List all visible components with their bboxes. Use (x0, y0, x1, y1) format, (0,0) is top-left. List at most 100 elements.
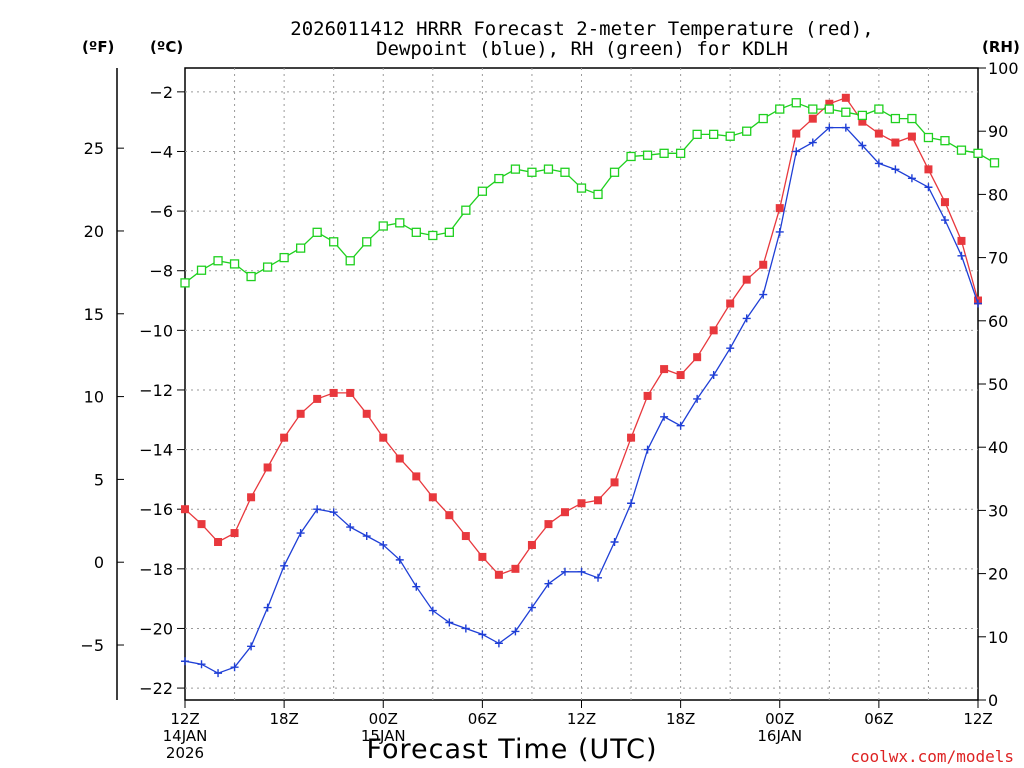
rh-point-10 (345, 256, 355, 266)
temperature-point-9 (329, 388, 338, 397)
rh-tick-label-0: 100 (988, 59, 1019, 78)
dewpoint-point-16 (445, 618, 454, 627)
temperature-point-40 (841, 93, 850, 102)
temperature-point-31 (693, 353, 702, 362)
rh-point-26 (609, 167, 620, 177)
dewpoint-point-10 (346, 523, 355, 532)
dewpoint-point-12 (379, 540, 388, 549)
axis-ticks: −2−4−6−8−10−12−14−16−18−20−222520151050−… (80, 59, 1018, 762)
temperature-point-39 (825, 99, 834, 108)
rh-point-3 (229, 259, 240, 269)
rh-point-9 (329, 237, 339, 247)
rh-tick-label-3: 70 (988, 249, 1008, 268)
temperature-point-42 (874, 129, 883, 138)
dewpoint-point-9 (329, 508, 338, 517)
dewpoint-point-32 (709, 371, 718, 380)
rh-point-25 (593, 189, 603, 200)
dewpoint-point-1 (197, 660, 206, 669)
rh-point-24 (576, 183, 587, 193)
dewpoint-point-41 (858, 141, 867, 150)
rh-point-47 (956, 145, 967, 155)
dewpoint-point-47 (957, 251, 966, 260)
celsius-tick-label-7: −16 (139, 500, 173, 519)
rh-point-22 (543, 164, 554, 174)
temperature-point-33 (726, 299, 735, 308)
temperature-point-47 (957, 236, 966, 245)
x-tick-label-2-1: 15JAN (361, 727, 406, 745)
dewpoint-point-43 (891, 165, 900, 174)
rh-point-5 (262, 262, 273, 272)
temperature-point-15 (428, 493, 437, 502)
rh-point-44 (907, 113, 917, 124)
series-layer (180, 93, 1000, 678)
x-tick-label-6-0: 00Z (765, 710, 794, 728)
rh-tick-label-4: 60 (988, 312, 1008, 331)
dewpoint-point-15 (428, 606, 437, 615)
x-tick-label-0-2: 2026 (166, 744, 204, 762)
source-credit[interactable]: coolwx.com/models (850, 747, 1014, 766)
temperature-point-4 (247, 493, 256, 502)
temperature-point-28 (643, 391, 652, 400)
x-axis-title: Forecast Time (UTC) (366, 734, 657, 765)
temperature-point-22 (544, 520, 553, 529)
temperature-point-38 (808, 114, 817, 123)
temperature-point-12 (379, 433, 388, 442)
x-tick-label-3-0: 06Z (468, 710, 497, 728)
temperature-point-17 (461, 532, 470, 541)
x-tick-label-0-1: 14JAN (163, 727, 208, 745)
dewpoint-point-29 (660, 412, 669, 421)
fahrenheit-tick-label-5: 0 (94, 553, 104, 572)
rh-point-21 (527, 167, 537, 177)
dewpoint-point-39 (825, 123, 834, 132)
dewpoint-point-25 (594, 573, 603, 582)
celsius-tick-label-5: −12 (139, 381, 173, 400)
temperature-point-24 (577, 499, 586, 508)
dewpoint-point-42 (874, 159, 883, 168)
celsius-tick-label-8: −18 (139, 560, 173, 579)
temperature-point-19 (494, 570, 503, 579)
temperature-point-1 (197, 520, 206, 529)
temperature-point-29 (660, 365, 669, 374)
rh-tick-label-1: 90 (988, 122, 1008, 141)
temperature-point-36 (775, 204, 784, 213)
dewpoint-point-22 (544, 579, 553, 588)
dewpoint-point-38 (808, 138, 817, 147)
celsius-tick-label-3: −8 (149, 262, 173, 281)
dewpoint-point-40 (841, 123, 850, 132)
dewpoint-point-6 (280, 561, 289, 570)
celsius-tick-label-2: −6 (149, 202, 173, 221)
rh-point-4 (246, 271, 256, 282)
rh-tick-label-6: 40 (988, 438, 1008, 457)
temperature-point-30 (676, 371, 685, 380)
temperature-point-21 (527, 540, 536, 549)
temperature-point-46 (940, 198, 949, 207)
series-rh (180, 98, 1000, 288)
temperature-point-26 (610, 478, 619, 487)
rh-point-12 (378, 221, 388, 231)
dewpoint-point-27 (627, 499, 636, 508)
rh-point-42 (874, 104, 884, 114)
rh-tick-label-7: 30 (988, 501, 1008, 520)
rh-point-8 (312, 227, 322, 237)
temperature-point-20 (511, 564, 520, 573)
celsius-tick-label-10: −22 (139, 679, 173, 698)
rh-point-29 (659, 148, 669, 158)
temperature-point-41 (858, 117, 867, 126)
rh-unit-label: (RH) (982, 38, 1020, 56)
rh-point-35 (758, 113, 768, 124)
celsius-tick-label-9: −20 (139, 619, 173, 638)
celsius-tick-label-4: −10 (139, 321, 173, 340)
dewpoint-point-37 (792, 147, 801, 156)
dewpoint-point-30 (676, 421, 685, 430)
x-tick-label-0-0: 12Z (170, 710, 199, 728)
rh-point-1 (196, 265, 207, 275)
x-tick-label-5-0: 18Z (666, 710, 695, 728)
dewpoint-point-33 (726, 344, 735, 353)
rh-tick-label-10: 0 (988, 691, 998, 710)
temperature-point-27 (627, 433, 636, 442)
dewpoint-point-8 (313, 505, 322, 514)
rh-tick-label-5: 50 (988, 375, 1008, 394)
dewpoint-point-46 (940, 216, 949, 225)
dewpoint-point-20 (511, 627, 520, 636)
